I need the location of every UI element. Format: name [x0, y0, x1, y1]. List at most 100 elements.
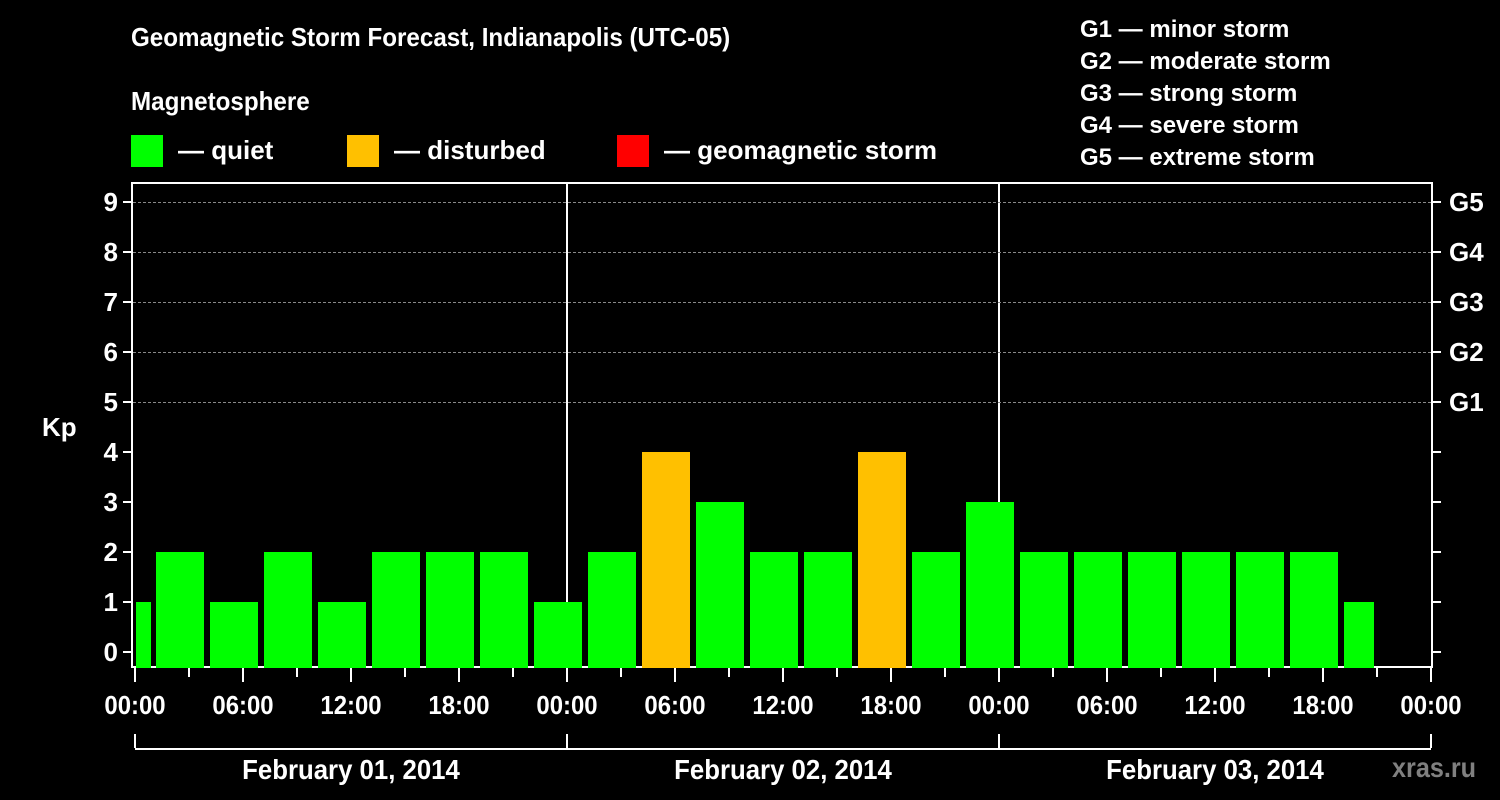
- x-tick: [782, 668, 784, 682]
- gridline: [133, 302, 1431, 303]
- kp-bar: [804, 552, 852, 668]
- kp-bar: [534, 602, 582, 668]
- x-tick: [566, 668, 568, 682]
- x-tick-label: 12:00: [1184, 690, 1246, 720]
- y-tick: [123, 351, 131, 353]
- x-tick: [1052, 668, 1054, 677]
- y-tick: [123, 401, 131, 403]
- g-scale-g4: G4 — severe storm: [1080, 112, 1299, 139]
- y-tick-right: [1433, 401, 1441, 403]
- y-tick-right: [1433, 451, 1441, 453]
- y-tick: [123, 251, 131, 253]
- x-tick: [350, 668, 352, 682]
- y-tick-label: 6: [103, 337, 118, 367]
- kp-bar: [1236, 552, 1284, 668]
- legend-storm-label: — geomagnetic storm: [664, 135, 938, 165]
- x-tick-label: 18:00: [428, 690, 490, 720]
- y-axis-label: Kp: [42, 412, 77, 442]
- x-tick: [728, 668, 730, 677]
- y-tick-right: [1433, 551, 1441, 553]
- x-tick: [1106, 668, 1108, 682]
- x-tick-label: 18:00: [1292, 690, 1354, 720]
- day-bracket-tick: [1430, 734, 1432, 748]
- y-tick-right: [1433, 301, 1441, 303]
- y-tick-right: [1433, 201, 1441, 203]
- legend-disturbed-label: — disturbed: [394, 135, 546, 165]
- kp-bar: [642, 452, 690, 668]
- day-separator: [998, 182, 1000, 668]
- x-tick-label: 00:00: [968, 690, 1030, 720]
- y-tick-label: 1: [103, 587, 118, 617]
- x-tick: [458, 668, 460, 682]
- y-tick-label: 0: [103, 637, 118, 667]
- y-tick-label: 2: [103, 537, 118, 567]
- kp-bar: [318, 602, 366, 668]
- y-tick: [123, 601, 131, 603]
- g-level-label: G3: [1449, 287, 1484, 317]
- day-separator: [566, 182, 568, 668]
- disturbed-swatch: [347, 134, 379, 167]
- day-label: February 01, 2014: [242, 754, 460, 785]
- x-tick: [242, 668, 244, 682]
- y-tick-label: 3: [103, 487, 118, 517]
- quiet-swatch: [131, 134, 163, 167]
- kp-bar: [1290, 552, 1338, 668]
- storm-swatch: [617, 134, 649, 167]
- gridline: [133, 252, 1431, 253]
- y-tick: [123, 651, 131, 653]
- legend-storm: — geomagnetic storm: [617, 134, 937, 167]
- kp-bar: [210, 602, 258, 668]
- x-tick-label: 12:00: [752, 690, 814, 720]
- y-tick-label: 9: [103, 187, 118, 217]
- kp-bar: [156, 552, 204, 668]
- g-scale-g2: G2 — moderate storm: [1080, 48, 1331, 75]
- kp-bar: [588, 552, 636, 668]
- x-tick: [674, 668, 676, 682]
- x-tick-label: 00:00: [1400, 690, 1462, 720]
- gridline: [133, 202, 1431, 203]
- gridline: [133, 402, 1431, 403]
- kp-bar: [912, 552, 960, 668]
- y-tick: [123, 451, 131, 453]
- kp-bar: [264, 552, 312, 668]
- g-scale-legend: G1 — minor storm G2 — moderate storm G3 …: [1080, 14, 1331, 174]
- x-tick: [998, 668, 1000, 682]
- legend-quiet-label: — quiet: [178, 135, 274, 165]
- legend-quiet: — quiet: [131, 134, 273, 167]
- legend-disturbed: — disturbed: [347, 134, 546, 167]
- g-level-label: G2: [1449, 337, 1484, 367]
- y-tick-label: 4: [103, 437, 118, 467]
- kp-bar: [372, 552, 420, 668]
- day-bracket-tick: [998, 734, 1000, 748]
- y-tick-right: [1433, 501, 1441, 503]
- g-level-label: G1: [1449, 387, 1484, 417]
- day-label: February 02, 2014: [674, 754, 892, 785]
- x-tick: [1376, 668, 1378, 677]
- kp-bar: [966, 502, 1014, 668]
- x-tick: [188, 668, 190, 677]
- x-tick-label: 12:00: [320, 690, 382, 720]
- kp-bar: [750, 552, 798, 668]
- y-tick-label: 8: [103, 237, 118, 267]
- kp-bar: [1128, 552, 1176, 668]
- x-tick: [1322, 668, 1324, 682]
- x-tick-label: 06:00: [212, 690, 274, 720]
- x-tick: [944, 668, 946, 677]
- kp-bar: [1020, 552, 1068, 668]
- y-tick: [123, 301, 131, 303]
- x-tick: [134, 668, 136, 682]
- kp-bar: [1344, 602, 1374, 668]
- kp-bar: [1074, 552, 1122, 668]
- x-tick: [1160, 668, 1162, 677]
- y-tick-right: [1433, 251, 1441, 253]
- g-level-label: G4: [1449, 237, 1484, 267]
- x-tick-label: 06:00: [644, 690, 706, 720]
- day-bracket-tick: [134, 734, 136, 748]
- y-tick-label: 5: [103, 387, 118, 417]
- day-label: February 03, 2014: [1106, 754, 1324, 785]
- kp-bar: [1182, 552, 1230, 668]
- g-scale-g3: G3 — strong storm: [1080, 80, 1298, 107]
- kp-bar: [426, 552, 474, 668]
- x-tick: [296, 668, 298, 677]
- kp-bar: [696, 502, 744, 668]
